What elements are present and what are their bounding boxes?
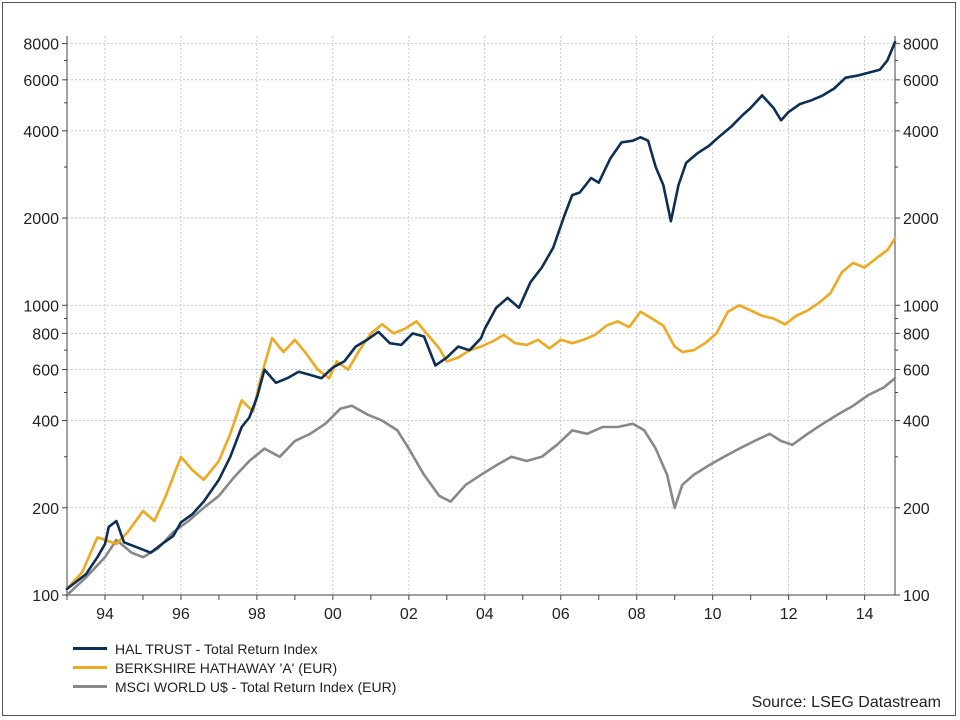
x-tick-label: 14 (856, 606, 874, 623)
x-tick-label: 94 (96, 606, 114, 623)
y-tick-label-right: 200 (903, 501, 930, 518)
x-tick-label: 08 (628, 606, 646, 623)
y-tick-label-right: 8000 (903, 37, 939, 54)
y-tick-label-left: 6000 (23, 73, 59, 90)
legend-item-berkshire: BERKSHIRE HATHAWAY 'A' (EUR) (73, 658, 396, 677)
legend-swatch-berkshire (73, 666, 107, 669)
y-tick-label-right: 1000 (903, 298, 939, 315)
legend-swatch-msci (73, 685, 107, 688)
series-line-hal (65, 40, 897, 591)
y-tick-label-right: 2000 (903, 211, 939, 228)
y-tick-label-left: 600 (32, 363, 59, 380)
plot-area (66, 36, 896, 596)
y-tick-label-left: 2000 (23, 211, 59, 228)
legend-label-berkshire: BERKSHIRE HATHAWAY 'A' (EUR) (115, 659, 338, 676)
series-line-msci (65, 376, 897, 597)
x-tick-label: 02 (400, 606, 418, 623)
legend-item-hal: HAL TRUST - Total Return Index (73, 639, 396, 658)
y-tick-label-left: 800 (32, 326, 59, 343)
x-tick-label: 04 (476, 606, 494, 623)
legend-item-msci: MSCI WORLD U$ - Total Return Index (EUR) (73, 677, 396, 696)
y-tick-label-left: 8000 (23, 37, 59, 54)
y-tick-label-right: 100 (903, 588, 930, 605)
x-tick-label: 00 (324, 606, 342, 623)
y-tick-label-left: 4000 (23, 124, 59, 141)
y-tick-label-right: 800 (903, 326, 930, 343)
grid (67, 36, 895, 596)
y-tick-label-right: 6000 (903, 73, 939, 90)
series-layer (65, 40, 897, 597)
x-tick-label: 96 (172, 606, 190, 623)
y-tick-label-right: 600 (903, 363, 930, 380)
legend-label-msci: MSCI WORLD U$ - Total Return Index (EUR) (115, 678, 397, 695)
y-axis-left: 100 200 400 600 800 1000 2000 4000 6000 8000 (23, 37, 67, 605)
y-tick-label-left: 400 (32, 414, 59, 431)
y-tick-label-left: 1000 (23, 298, 59, 315)
series-line-berkshire (65, 237, 897, 591)
source-note: Source: LSEG Datastream (751, 694, 941, 711)
legend-swatch-hal (73, 647, 107, 650)
y-tick-label-left: 100 (32, 588, 59, 605)
x-axis: 94 96 98 00 02 04 06 08 10 12 14 (66, 595, 874, 623)
y-tick-label-left: 200 (32, 501, 59, 518)
legend: HAL TRUST - Total Return Index BERKSHIRE… (73, 639, 396, 696)
y-axis-right: 100 200 400 600 800 1000 2000 4000 6000 8000 (895, 37, 939, 605)
y-tick-label-right: 400 (903, 414, 930, 431)
x-tick-label: 98 (248, 606, 266, 623)
x-tick-label: 10 (704, 606, 722, 623)
legend-label-hal: HAL TRUST - Total Return Index (115, 640, 318, 657)
x-tick-label: 12 (780, 606, 798, 623)
x-tick-label: 06 (552, 606, 570, 623)
y-tick-label-right: 4000 (903, 124, 939, 141)
